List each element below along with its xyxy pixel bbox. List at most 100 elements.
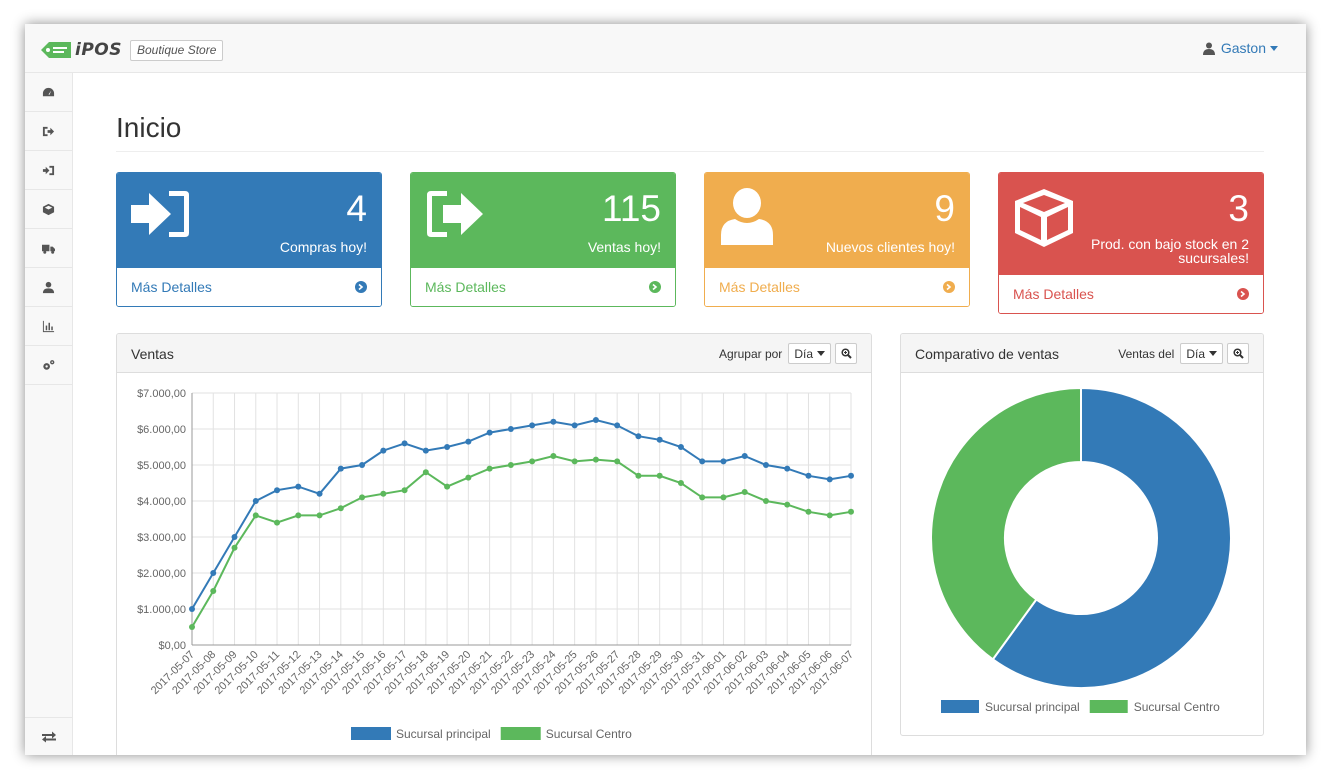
data-point [656, 436, 663, 443]
mas-detalles-link[interactable]: Más Detalles [705, 267, 969, 306]
ventas-panel: Ventas Agrupar por Día $0,00 $1.000,00 $2.… [116, 333, 872, 755]
data-point [316, 490, 323, 497]
legend-label: Sucursal Centro [546, 727, 632, 741]
sidebar-item-ventas[interactable] [25, 112, 72, 151]
nuevos-clientes-card: 9 Nuevos clientes hoy! Más Detalles [704, 172, 970, 307]
sidebar [25, 73, 73, 755]
sign-out-icon [42, 126, 55, 136]
data-point [401, 440, 408, 447]
dashboard-icon [42, 87, 55, 96]
data-point [444, 444, 451, 450]
arrow-circle-right-icon [1237, 288, 1249, 300]
card-label-line-1: Prod. con bajo stock en 2 [1091, 236, 1249, 252]
group-by-label: Agrupar por [718, 346, 783, 361]
sidebar-toggle-button[interactable] [25, 717, 72, 755]
card-header: 9 Nuevos clientes hoy! [705, 173, 969, 267]
brand[interactable]: iPOS Boutique Store [39, 39, 224, 61]
mas-detalles-link[interactable]: Más Detalles [999, 274, 1263, 313]
data-point [805, 508, 812, 515]
truck-icon [42, 244, 55, 254]
arrow-circle-right-icon [355, 281, 367, 293]
data-point [550, 418, 557, 425]
arrow-circle-right-icon [649, 281, 661, 293]
sidebar-item-compras[interactable] [25, 151, 72, 190]
y-tick-label: $7.000,00 [137, 388, 186, 400]
data-point [614, 458, 621, 465]
sidebar-item-configuracion[interactable] [25, 346, 72, 385]
card-header: 3 Prod. con bajo stock en 2 sucursales! [999, 173, 1263, 274]
donut-slice [930, 386, 1082, 661]
chevron-down-icon [817, 351, 825, 356]
card-header: 115 Ventas hoy! [411, 173, 675, 267]
sign-in-icon [131, 191, 189, 237]
exchange-icon [41, 731, 56, 742]
panel-tools: Ventas del Día [1118, 343, 1249, 364]
brand-name: iPOS [75, 40, 122, 60]
data-point [784, 501, 791, 508]
data-point [592, 456, 599, 463]
data-point [826, 476, 833, 483]
legend-label: Sucursal Centro [1134, 700, 1220, 714]
sidebar-item-clientes[interactable] [25, 268, 72, 307]
range-dropdown[interactable]: Día [1180, 343, 1223, 364]
data-point [486, 465, 493, 472]
title-divider [116, 151, 1264, 152]
card-count: 3 [1228, 188, 1249, 229]
link-label: Más Detalles [131, 279, 212, 295]
data-point [210, 588, 217, 594]
group-by-dropdown[interactable]: Día [788, 343, 831, 364]
card-count: 4 [346, 188, 367, 229]
panel-header: Comparativo de ventas Ventas del Día [901, 334, 1263, 373]
zoom-button[interactable] [835, 343, 857, 364]
data-point [656, 472, 663, 479]
data-point [571, 458, 578, 465]
data-point [380, 490, 387, 497]
mas-detalles-link[interactable]: Más Detalles [411, 267, 675, 306]
data-point [359, 462, 366, 468]
user-menu[interactable]: Gaston [1202, 40, 1278, 56]
panel-tools: Agrupar por Día [719, 343, 857, 364]
legend-label: Sucursal principal [985, 700, 1080, 714]
data-point [848, 472, 854, 479]
data-point [741, 489, 748, 495]
sidebar-item-productos[interactable] [25, 190, 72, 229]
data-point [252, 512, 259, 519]
zoom-in-icon [840, 348, 852, 359]
sign-in-icon [42, 165, 55, 175]
mas-detalles-link[interactable]: Más Detalles [117, 267, 381, 306]
sidebar-item-proveedores[interactable] [25, 229, 72, 268]
data-point [274, 487, 281, 494]
legend-swatch [500, 727, 541, 740]
dropdown-value: Día [794, 346, 813, 361]
top-navbar: iPOS Boutique Store Gaston [25, 24, 1306, 73]
sidebar-item-reportes[interactable] [25, 307, 72, 346]
cube-icon [42, 203, 55, 215]
user-icon [721, 188, 773, 245]
data-point [848, 508, 854, 515]
comparativo-panel: Comparativo de ventas Ventas del Día Suc… [900, 333, 1264, 736]
chevron-down-icon [1270, 45, 1278, 51]
zoom-button[interactable] [1227, 343, 1249, 364]
donut-slice [991, 386, 1232, 689]
link-label: Más Detalles [425, 279, 506, 295]
card-header: 4 Compras hoy! [117, 173, 381, 267]
ventas-line-chart: $0,00 $1.000,00 $2.000,00 $3.000,00 $4.000,0… [137, 388, 856, 741]
app-window: iPOS Boutique Store Gaston [25, 24, 1306, 755]
user-name: Gaston [1220, 40, 1266, 56]
zoom-in-icon [1232, 348, 1244, 359]
data-point [699, 494, 706, 501]
data-point [507, 426, 514, 432]
data-point [635, 472, 642, 479]
chevron-down-icon [1209, 351, 1217, 356]
dropdown-value: Día [1186, 346, 1205, 361]
data-point [550, 453, 557, 459]
data-point [529, 422, 536, 429]
legend-swatch [351, 727, 391, 740]
data-point [189, 624, 195, 630]
series-line [191, 418, 852, 610]
data-point [486, 429, 493, 436]
data-point [507, 462, 514, 468]
legend-swatch [941, 700, 979, 713]
sidebar-item-dashboard[interactable] [25, 73, 72, 112]
bar-chart-icon [42, 320, 55, 332]
